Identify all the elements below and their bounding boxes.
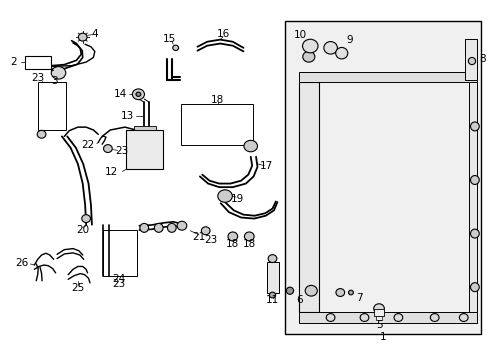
Bar bbox=[266, 262, 278, 293]
Text: 5: 5 bbox=[375, 320, 382, 330]
Ellipse shape bbox=[469, 229, 478, 238]
Ellipse shape bbox=[373, 304, 384, 314]
Ellipse shape bbox=[103, 145, 112, 153]
Text: 3: 3 bbox=[51, 76, 58, 86]
Bar bbox=[38, 82, 66, 130]
Text: 21: 21 bbox=[192, 232, 205, 242]
Ellipse shape bbox=[302, 39, 317, 53]
Text: 26: 26 bbox=[16, 258, 29, 268]
Ellipse shape bbox=[285, 287, 293, 294]
Text: 24: 24 bbox=[112, 274, 125, 284]
Text: 22: 22 bbox=[81, 140, 95, 150]
Ellipse shape bbox=[325, 314, 334, 321]
Text: 18: 18 bbox=[242, 239, 255, 249]
Ellipse shape bbox=[201, 227, 210, 235]
Ellipse shape bbox=[140, 224, 148, 232]
Ellipse shape bbox=[51, 67, 66, 79]
Bar bbox=[103, 230, 137, 276]
Text: 7: 7 bbox=[356, 293, 362, 303]
Bar bbox=[464, 39, 476, 80]
Ellipse shape bbox=[167, 224, 176, 232]
Text: 19: 19 bbox=[230, 194, 244, 203]
Ellipse shape bbox=[177, 221, 186, 230]
Bar bbox=[375, 316, 382, 320]
Text: 14: 14 bbox=[114, 89, 127, 99]
Text: 15: 15 bbox=[163, 33, 176, 44]
Ellipse shape bbox=[359, 314, 368, 321]
Ellipse shape bbox=[267, 255, 276, 262]
Ellipse shape bbox=[269, 292, 275, 298]
Ellipse shape bbox=[469, 283, 478, 292]
Bar bbox=[373, 309, 383, 316]
Text: 2: 2 bbox=[11, 57, 18, 67]
Ellipse shape bbox=[458, 314, 467, 321]
Text: 16: 16 bbox=[216, 29, 229, 39]
Ellipse shape bbox=[132, 89, 144, 100]
Text: 11: 11 bbox=[265, 296, 279, 305]
Ellipse shape bbox=[335, 289, 344, 296]
Text: 23: 23 bbox=[112, 279, 125, 289]
Text: 20: 20 bbox=[76, 225, 89, 235]
Text: 18: 18 bbox=[226, 239, 239, 249]
Ellipse shape bbox=[335, 48, 347, 59]
Ellipse shape bbox=[227, 232, 237, 241]
Ellipse shape bbox=[244, 232, 254, 241]
Ellipse shape bbox=[468, 58, 475, 64]
Text: 9: 9 bbox=[346, 35, 352, 45]
Bar bbox=[468, 82, 476, 312]
Bar bbox=[299, 82, 318, 312]
Ellipse shape bbox=[172, 45, 178, 50]
Ellipse shape bbox=[217, 190, 232, 202]
Text: 10: 10 bbox=[293, 30, 306, 40]
Text: 25: 25 bbox=[71, 283, 84, 293]
Bar bbox=[133, 126, 156, 130]
Ellipse shape bbox=[136, 92, 141, 96]
Bar bbox=[180, 104, 253, 145]
Bar bbox=[299, 312, 476, 323]
Text: 4: 4 bbox=[91, 28, 98, 39]
Ellipse shape bbox=[305, 285, 317, 296]
Text: 13: 13 bbox=[121, 111, 134, 121]
Text: 23: 23 bbox=[31, 73, 44, 83]
Bar bbox=[299, 72, 476, 82]
Ellipse shape bbox=[244, 140, 257, 152]
Ellipse shape bbox=[348, 290, 353, 295]
Ellipse shape bbox=[429, 314, 438, 321]
Text: 23: 23 bbox=[115, 147, 128, 157]
Ellipse shape bbox=[323, 41, 337, 54]
Text: 8: 8 bbox=[479, 54, 486, 64]
Bar bbox=[284, 21, 480, 334]
Ellipse shape bbox=[81, 215, 90, 222]
Text: 23: 23 bbox=[203, 235, 217, 245]
Ellipse shape bbox=[469, 122, 478, 131]
Text: 17: 17 bbox=[260, 161, 273, 171]
Ellipse shape bbox=[302, 51, 314, 62]
Text: 1: 1 bbox=[379, 332, 386, 342]
Ellipse shape bbox=[154, 224, 163, 232]
Bar bbox=[24, 56, 51, 69]
Text: 6: 6 bbox=[295, 295, 302, 305]
Ellipse shape bbox=[393, 314, 402, 321]
Text: 12: 12 bbox=[104, 167, 117, 177]
Ellipse shape bbox=[78, 33, 87, 41]
Ellipse shape bbox=[469, 176, 478, 184]
Text: 18: 18 bbox=[211, 95, 224, 105]
Ellipse shape bbox=[37, 130, 46, 138]
Bar bbox=[126, 130, 163, 169]
